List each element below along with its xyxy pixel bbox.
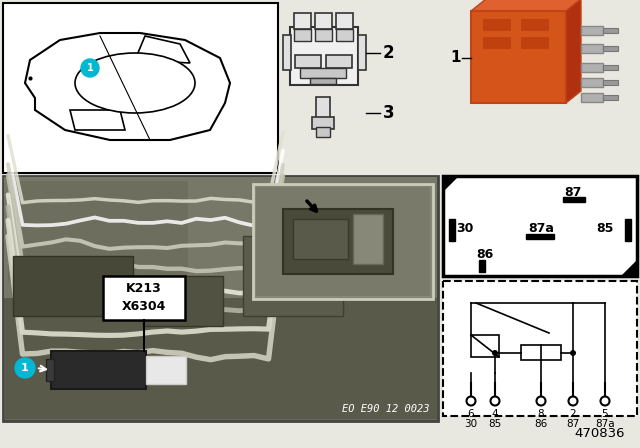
Bar: [3, 3, 278, 173]
Bar: [603, 46, 618, 51]
Text: 87: 87: [564, 185, 582, 198]
Text: 2: 2: [570, 409, 576, 419]
Bar: [283, 209, 393, 274]
Polygon shape: [566, 0, 581, 103]
Bar: [581, 78, 603, 87]
Circle shape: [467, 396, 476, 405]
Bar: [295, 55, 321, 68]
Text: 85: 85: [596, 221, 614, 234]
Bar: [316, 97, 330, 119]
Text: 3: 3: [383, 104, 395, 122]
Bar: [521, 345, 561, 360]
Bar: [294, 29, 311, 41]
Bar: [290, 27, 358, 85]
Polygon shape: [621, 260, 637, 276]
Bar: [51, 351, 146, 389]
Bar: [283, 35, 291, 70]
Bar: [358, 35, 366, 70]
Bar: [603, 95, 618, 100]
Text: 1: 1: [86, 63, 93, 73]
Bar: [471, 11, 566, 103]
Bar: [312, 117, 334, 129]
Bar: [353, 214, 383, 264]
Bar: [300, 68, 346, 78]
Bar: [603, 65, 618, 70]
Bar: [449, 219, 455, 241]
Bar: [526, 234, 554, 239]
Bar: [310, 78, 336, 84]
Bar: [243, 236, 343, 316]
Bar: [326, 55, 352, 68]
Text: 6: 6: [468, 409, 474, 419]
Bar: [336, 29, 353, 41]
Bar: [581, 93, 603, 102]
Circle shape: [15, 358, 35, 378]
Bar: [483, 37, 511, 49]
Circle shape: [81, 59, 99, 77]
Bar: [253, 184, 433, 299]
Bar: [581, 63, 603, 72]
Bar: [521, 19, 549, 31]
Text: 86: 86: [534, 419, 548, 429]
Bar: [8, 181, 188, 281]
Text: 470836: 470836: [575, 427, 625, 440]
Text: 5: 5: [602, 409, 608, 419]
Bar: [256, 187, 430, 296]
Bar: [479, 260, 485, 272]
Bar: [483, 19, 511, 31]
Text: K213: K213: [126, 283, 162, 296]
Bar: [3, 176, 438, 421]
Circle shape: [570, 350, 576, 356]
Text: 87a: 87a: [595, 419, 615, 429]
Bar: [315, 13, 332, 29]
Text: 1: 1: [451, 51, 461, 65]
Bar: [143, 276, 223, 326]
Circle shape: [490, 396, 499, 405]
Text: EO E90 12 0023: EO E90 12 0023: [342, 404, 430, 414]
Circle shape: [492, 350, 498, 356]
Text: 86: 86: [476, 247, 493, 260]
Bar: [103, 276, 185, 320]
Circle shape: [568, 396, 577, 405]
Bar: [603, 28, 618, 33]
Bar: [336, 13, 353, 29]
Bar: [521, 37, 549, 49]
Bar: [316, 127, 330, 137]
Bar: [603, 80, 618, 85]
Polygon shape: [443, 176, 459, 192]
Bar: [563, 197, 585, 202]
Ellipse shape: [75, 53, 195, 113]
Polygon shape: [70, 110, 125, 130]
Circle shape: [600, 396, 609, 405]
Text: 30: 30: [465, 419, 477, 429]
Bar: [46, 359, 54, 381]
Bar: [294, 13, 311, 29]
Bar: [146, 356, 186, 384]
Bar: [4, 177, 437, 299]
Bar: [625, 219, 631, 241]
Text: X6304: X6304: [122, 300, 166, 313]
Bar: [293, 219, 348, 259]
Bar: [443, 3, 637, 146]
Bar: [315, 29, 332, 41]
Text: 2: 2: [383, 44, 395, 62]
Circle shape: [536, 396, 545, 405]
Bar: [581, 44, 603, 53]
Bar: [581, 26, 603, 35]
Polygon shape: [25, 33, 230, 140]
Text: 4: 4: [492, 409, 499, 419]
Text: 85: 85: [488, 419, 502, 429]
Polygon shape: [471, 0, 581, 11]
Bar: [443, 176, 637, 276]
Text: 30: 30: [456, 221, 474, 234]
Bar: [471, 335, 499, 357]
Bar: [443, 281, 637, 416]
Bar: [13, 256, 133, 316]
Text: 1: 1: [21, 363, 29, 373]
Text: 87: 87: [566, 419, 580, 429]
Text: 87a: 87a: [528, 221, 554, 234]
Text: 8: 8: [538, 409, 544, 419]
Polygon shape: [135, 36, 190, 63]
Bar: [4, 298, 437, 419]
